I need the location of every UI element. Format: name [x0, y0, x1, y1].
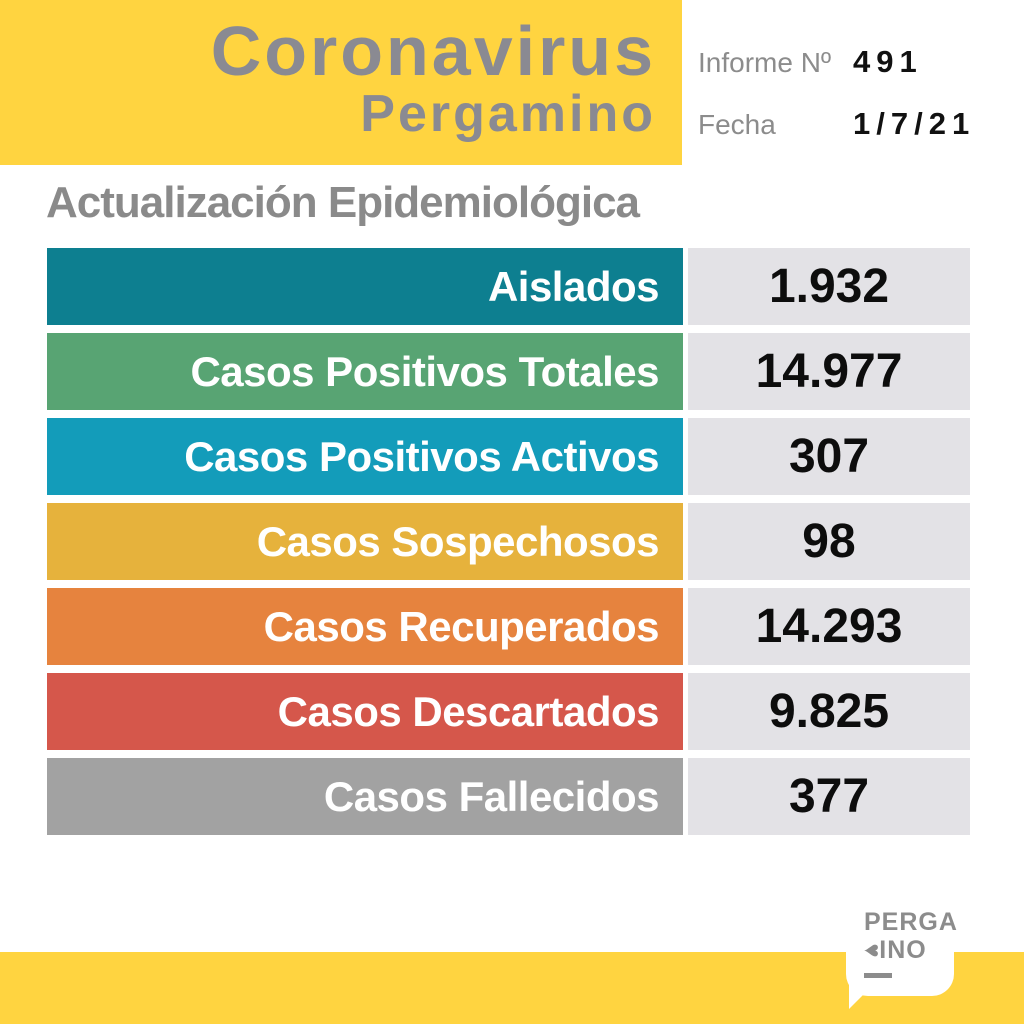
- stat-label: Casos Descartados: [47, 673, 683, 750]
- page-title: Coronavirus Pergamino: [211, 16, 656, 140]
- logo-line2: ♥INO: [859, 936, 954, 964]
- report-date-row: Fecha 1/7/21: [698, 106, 1008, 142]
- stat-value: 14.977: [688, 333, 970, 410]
- table-row: Casos Positivos Totales 14.977: [47, 333, 970, 410]
- stat-label: Casos Fallecidos: [47, 758, 683, 835]
- table-row: Aislados 1.932: [47, 248, 970, 325]
- table-row: Casos Positivos Activos 307: [47, 418, 970, 495]
- table-row: Casos Descartados 9.825: [47, 673, 970, 750]
- report-number-row: Informe Nº 491: [698, 44, 1008, 80]
- report-number-value: 491: [853, 44, 923, 79]
- table-row: Casos Sospechosos 98: [47, 503, 970, 580]
- stat-label: Casos Positivos Activos: [47, 418, 683, 495]
- logo-line2-suffix: INO: [879, 936, 927, 964]
- report-info: Informe Nº 491 Fecha 1/7/21: [698, 44, 1008, 168]
- report-date-value: 1/7/21: [853, 106, 976, 141]
- stat-value: 14.293: [688, 588, 970, 665]
- stat-label: Casos Sospechosos: [47, 503, 683, 580]
- stat-label: Aislados: [47, 248, 683, 325]
- stat-value: 1.932: [688, 248, 970, 325]
- report-date-label: Fecha: [698, 109, 776, 140]
- stat-value: 98: [688, 503, 970, 580]
- stats-table: Aislados 1.932 Casos Positivos Totales 1…: [47, 248, 970, 843]
- speech-bubble-tail-icon: [849, 981, 877, 1009]
- stat-value: 307: [688, 418, 970, 495]
- stat-value: 377: [688, 758, 970, 835]
- title-coronavirus: Coronavirus: [210, 12, 656, 90]
- table-row: Casos Recuperados 14.293: [47, 588, 970, 665]
- pergamino-logo: PERGA ♥INO: [846, 874, 958, 1009]
- header-yellow-band: Coronavirus Pergamino: [0, 0, 682, 165]
- logo-underline: [864, 973, 892, 978]
- stat-value: 9.825: [688, 673, 970, 750]
- section-title: Actualización Epidemiológica: [46, 178, 640, 227]
- table-row: Casos Fallecidos 377: [47, 758, 970, 835]
- heart-icon: ♥: [858, 943, 886, 959]
- logo-line1: PERGA: [864, 908, 958, 936]
- title-pergamino: Pergamino: [360, 85, 656, 143]
- stat-label: Casos Recuperados: [47, 588, 683, 665]
- report-number-label: Informe Nº: [698, 47, 832, 78]
- stat-label: Casos Positivos Totales: [47, 333, 683, 410]
